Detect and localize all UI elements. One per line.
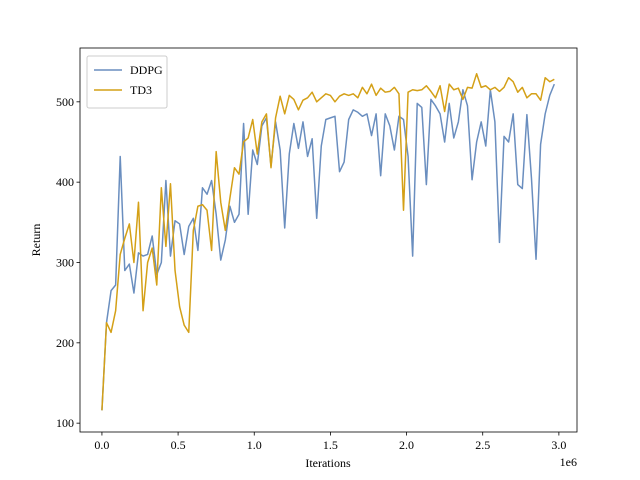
x-tick-label: 0.0: [94, 438, 109, 452]
legend-box: [86, 55, 168, 109]
x-axis-label: Iterations: [305, 456, 351, 470]
y-tick-label: 400: [56, 175, 74, 189]
series-line: [101, 83, 556, 411]
x-tick-label: 0.5: [171, 438, 186, 452]
x-tick-label: 2.5: [475, 438, 490, 452]
y-tick-label: 500: [56, 95, 74, 109]
x-tick-label: 2.0: [399, 438, 414, 452]
x-tick-label: 1.5: [323, 438, 338, 452]
legend-label: TD3: [130, 83, 152, 97]
x-tick-label: 1.0: [247, 438, 262, 452]
y-tick-label: 300: [56, 255, 74, 269]
series-line: [101, 72, 555, 411]
y-tick-label: 100: [56, 416, 74, 430]
x-tick-label: 3.0: [551, 438, 566, 452]
axes-frame: [79, 47, 578, 433]
x-offset-label: 1e6: [560, 455, 577, 469]
y-axis-label: Return: [29, 224, 43, 257]
legend-label: DDPG: [130, 63, 163, 77]
y-tick-label: 200: [56, 336, 74, 350]
